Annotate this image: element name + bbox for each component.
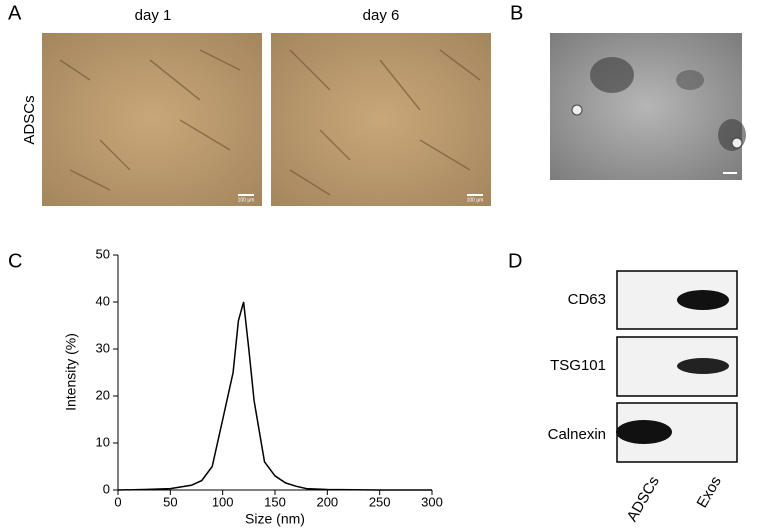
column-label: day 6 bbox=[363, 7, 400, 24]
y-tick-label: 10 bbox=[96, 434, 110, 449]
y-tick-label: 20 bbox=[96, 387, 110, 402]
x-tick-label: 0 bbox=[114, 494, 121, 509]
x-axis-label: Size (nm) bbox=[245, 511, 305, 527]
blot-label: CD63 bbox=[568, 291, 606, 308]
x-tick-label: 250 bbox=[369, 494, 391, 509]
blot-label: Calnexin bbox=[548, 426, 606, 443]
tem-image bbox=[550, 33, 746, 180]
y-tick-label: 50 bbox=[96, 246, 110, 261]
panel-label: B bbox=[510, 2, 523, 24]
panel-label: C bbox=[8, 250, 22, 272]
lane-label: ADSCs bbox=[624, 473, 663, 524]
blot-label: TSG101 bbox=[550, 357, 606, 374]
western-blot bbox=[616, 270, 738, 463]
lane-label: Exos bbox=[693, 473, 724, 510]
line-series bbox=[117, 301, 432, 491]
scale-bar-label: 100 μm bbox=[467, 197, 484, 203]
panel-label: A bbox=[8, 2, 22, 24]
micrograph: 100 μm bbox=[271, 33, 491, 206]
panel-label: D bbox=[508, 250, 522, 272]
column-label: day 1 bbox=[135, 7, 172, 24]
x-tick-label: 100 bbox=[212, 494, 234, 509]
micrograph: 100 μm bbox=[42, 33, 262, 206]
x-tick-label: 150 bbox=[264, 494, 286, 509]
x-tick-label: 300 bbox=[421, 494, 443, 509]
x-tick-label: 200 bbox=[316, 494, 338, 509]
row-label: ADSCs bbox=[21, 95, 38, 144]
y-tick-label: 0 bbox=[103, 481, 110, 496]
y-tick-label: 40 bbox=[96, 293, 110, 308]
y-axis-label: Intensity (%) bbox=[63, 333, 79, 411]
y-tick-label: 30 bbox=[96, 340, 110, 355]
scale-bar-label: 100 μm bbox=[238, 197, 255, 203]
x-tick-label: 50 bbox=[163, 494, 177, 509]
